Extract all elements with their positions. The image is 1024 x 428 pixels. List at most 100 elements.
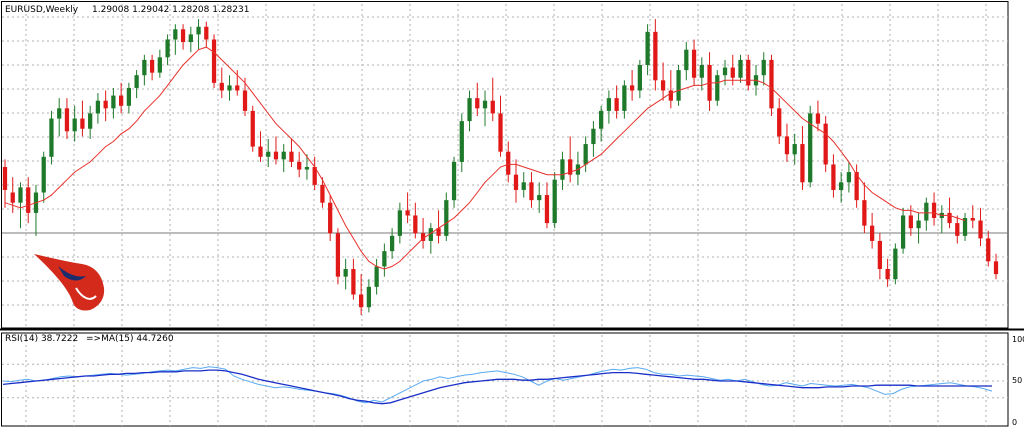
candle-bull[interactable] — [792, 144, 797, 155]
candle-bear[interactable] — [180, 29, 186, 43]
candle-bear[interactable] — [149, 59, 155, 73]
candle-bull[interactable] — [389, 235, 395, 252]
candle-bull[interactable] — [95, 100, 101, 114]
candle-bull[interactable] — [343, 269, 348, 277]
candle-bear[interactable] — [250, 110, 255, 147]
candle-bull[interactable] — [900, 215, 906, 249]
candle-bull[interactable] — [599, 110, 604, 129]
candle-bear[interactable] — [769, 59, 774, 109]
candle-bear[interactable] — [544, 195, 550, 224]
candle-bull[interactable] — [459, 121, 464, 162]
candle-bull[interactable] — [18, 187, 23, 203]
candle-bear[interactable] — [629, 85, 635, 91]
candle-bear[interactable] — [26, 187, 31, 213]
candle-bear[interactable] — [885, 269, 890, 280]
candle-bull[interactable] — [41, 156, 46, 193]
candle-bear[interactable] — [219, 82, 224, 91]
candle-bear[interactable] — [490, 100, 495, 114]
candle-bear[interactable] — [614, 98, 619, 111]
candle-bull[interactable] — [428, 228, 433, 241]
candle-bear[interactable] — [2, 167, 8, 190]
candle-bull[interactable] — [606, 98, 612, 111]
candle-bear[interactable] — [831, 164, 836, 190]
candle-bear[interactable] — [413, 215, 418, 234]
candle-bear[interactable] — [351, 269, 356, 295]
candle-bull[interactable] — [382, 251, 387, 267]
candle-bull[interactable] — [111, 95, 116, 109]
candle-bull[interactable] — [165, 39, 170, 58]
candle-bear[interactable] — [475, 98, 480, 109]
candle-bear[interactable] — [80, 118, 85, 129]
candle-bear[interactable] — [119, 95, 124, 106]
candle-bull[interactable] — [761, 59, 766, 76]
candle-bear[interactable] — [862, 200, 867, 226]
candle-bull[interactable] — [537, 195, 542, 201]
candle-bull[interactable] — [552, 179, 557, 224]
candle-bear[interactable] — [653, 31, 658, 81]
candle-bear[interactable] — [970, 218, 975, 221]
candle-bull[interactable] — [676, 70, 681, 101]
candle-bear[interactable] — [297, 161, 302, 170]
candle-bull[interactable] — [281, 151, 286, 160]
candle-bull[interactable] — [304, 167, 310, 170]
candle-bull[interactable] — [846, 172, 852, 183]
candle-bull[interactable] — [560, 159, 565, 180]
candle-bear[interactable] — [823, 123, 828, 165]
candle-bear[interactable] — [978, 220, 983, 239]
candle-bull[interactable] — [738, 59, 743, 78]
candle-bear[interactable] — [64, 108, 70, 132]
candle-bull[interactable] — [173, 29, 178, 40]
candle-bull[interactable] — [49, 118, 54, 157]
candle-bear[interactable] — [777, 108, 782, 137]
candle-bear[interactable] — [784, 136, 790, 155]
candle-bull[interactable] — [962, 218, 968, 236]
candle-bull[interactable] — [451, 161, 457, 201]
price-ma-line[interactable] — [4, 46, 966, 270]
candle-bull[interactable] — [637, 65, 642, 91]
candle-bull[interactable] — [266, 151, 271, 157]
candle-bull[interactable] — [196, 26, 201, 35]
candle-bull[interactable] — [366, 286, 372, 308]
candle-bull[interactable] — [583, 144, 588, 165]
rsi-line[interactable] — [2, 366, 993, 404]
candle-bear[interactable] — [800, 144, 805, 183]
candle-bull[interactable] — [444, 200, 449, 236]
candle-bull[interactable] — [521, 182, 526, 190]
candle-bull[interactable] — [57, 108, 62, 119]
candle-bear[interactable] — [815, 113, 821, 124]
candle-bull[interactable] — [591, 128, 596, 145]
candle-bull[interactable] — [126, 87, 132, 106]
candle-bear[interactable] — [529, 182, 534, 201]
candle-bull[interactable] — [699, 65, 704, 78]
candle-bear[interactable] — [273, 151, 279, 160]
candle-bull[interactable] — [142, 59, 147, 76]
candle-bear[interactable] — [660, 80, 666, 91]
candle-bull[interactable] — [374, 266, 379, 287]
candle-bear[interactable] — [320, 184, 325, 203]
candle-bear[interactable] — [854, 172, 859, 201]
candle-bear[interactable] — [335, 233, 341, 277]
candle-bear[interactable] — [513, 174, 519, 190]
candle-bear[interactable] — [568, 159, 573, 175]
candle-bear[interactable] — [947, 212, 952, 224]
candle-bear[interactable] — [242, 90, 248, 111]
rsi-panel[interactable] — [2, 363, 1008, 405]
candle-bull[interactable] — [622, 85, 627, 111]
candle-bull[interactable] — [88, 113, 93, 129]
price-panel[interactable] — [2, 19, 999, 315]
candle-bull[interactable] — [467, 98, 472, 122]
candle-bear[interactable] — [211, 39, 217, 83]
candle-bear[interactable] — [10, 192, 15, 203]
candle-bear[interactable] — [506, 151, 511, 175]
candle-bear[interactable] — [993, 261, 999, 275]
candle-bull[interactable] — [684, 49, 689, 71]
candle-bear[interactable] — [328, 202, 333, 234]
rsi-ma-line[interactable] — [2, 369, 992, 405]
candle-bear[interactable] — [955, 223, 960, 236]
candle-bull[interactable] — [715, 75, 720, 101]
candle-bull[interactable] — [893, 248, 898, 280]
candle-bear[interactable] — [986, 238, 991, 262]
candle-bull[interactable] — [72, 118, 77, 132]
candle-bear[interactable] — [869, 225, 875, 241]
candle-bull[interactable] — [227, 85, 232, 91]
